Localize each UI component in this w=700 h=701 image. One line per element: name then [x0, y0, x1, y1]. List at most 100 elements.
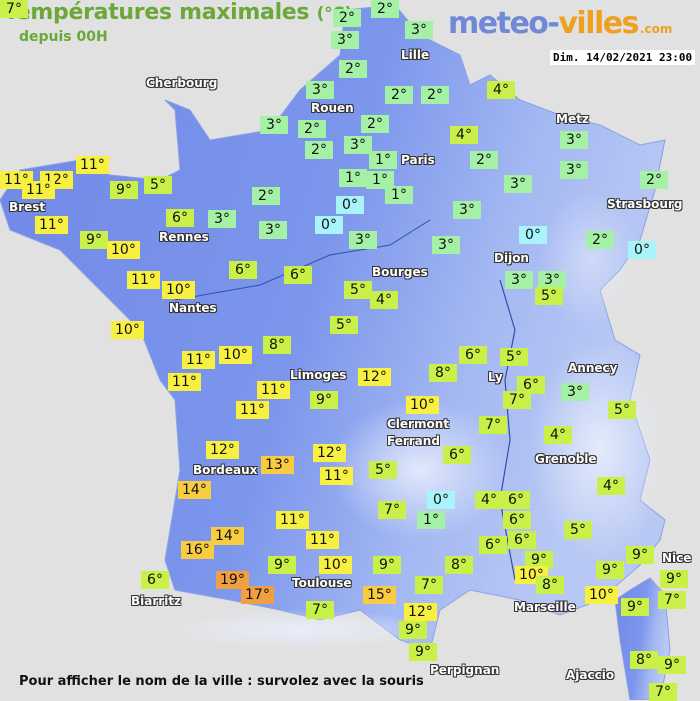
temperature-marker[interactable]: 9° — [596, 561, 624, 579]
temperature-marker[interactable]: 5° — [535, 287, 563, 305]
temperature-marker[interactable]: 2° — [339, 60, 367, 78]
temperature-marker[interactable]: 9° — [268, 556, 296, 574]
temperature-marker[interactable]: 5° — [344, 281, 372, 299]
temperature-marker[interactable]: 9° — [409, 643, 437, 661]
temperature-marker[interactable]: 9° — [80, 231, 108, 249]
temperature-marker[interactable]: 9° — [621, 598, 649, 616]
temperature-marker[interactable]: 12° — [206, 441, 239, 459]
temperature-marker[interactable]: 12° — [404, 603, 437, 621]
temperature-marker[interactable]: 2° — [333, 9, 361, 27]
temperature-marker[interactable]: 11° — [257, 381, 290, 399]
temperature-marker[interactable]: 2° — [361, 115, 389, 133]
temperature-marker[interactable]: 3° — [306, 81, 334, 99]
temperature-marker[interactable]: 2° — [305, 141, 333, 159]
temperature-marker[interactable]: 5° — [330, 316, 358, 334]
temperature-marker[interactable]: 3° — [538, 271, 566, 289]
temperature-marker[interactable]: 6° — [229, 261, 257, 279]
temperature-marker[interactable]: 7° — [649, 683, 677, 701]
temperature-marker[interactable]: 11° — [236, 401, 269, 419]
temperature-marker[interactable]: 10° — [111, 321, 144, 339]
temperature-marker[interactable]: 14° — [211, 527, 244, 545]
temperature-marker[interactable]: 3° — [259, 221, 287, 239]
temperature-marker[interactable]: 5° — [144, 176, 172, 194]
temperature-marker[interactable]: 8° — [445, 556, 473, 574]
temperature-marker[interactable]: 9° — [660, 570, 688, 588]
temperature-marker[interactable]: 2° — [252, 187, 280, 205]
temperature-marker[interactable]: 2° — [640, 171, 668, 189]
temperature-marker[interactable]: 6° — [517, 376, 545, 394]
temperature-marker[interactable]: 0° — [336, 196, 364, 214]
temperature-marker[interactable]: 1° — [369, 151, 397, 169]
temperature-marker[interactable]: 9° — [310, 391, 338, 409]
temperature-marker[interactable]: 7° — [658, 591, 686, 609]
temperature-marker[interactable]: 7° — [306, 601, 334, 619]
temperature-marker[interactable]: 2° — [371, 0, 399, 18]
temperature-marker[interactable]: 17° — [241, 586, 274, 604]
temperature-marker[interactable]: 6° — [141, 571, 169, 589]
temperature-marker[interactable]: 4° — [544, 426, 572, 444]
temperature-marker[interactable]: 3° — [505, 271, 533, 289]
temperature-marker[interactable]: 0° — [427, 491, 455, 509]
temperature-marker[interactable]: 6° — [502, 491, 530, 509]
temperature-marker[interactable]: 9° — [626, 546, 654, 564]
temperature-marker[interactable]: 3° — [405, 21, 433, 39]
temperature-marker[interactable]: 3° — [561, 383, 589, 401]
temperature-marker[interactable]: 11° — [22, 181, 55, 199]
temperature-marker[interactable]: 11° — [276, 511, 309, 529]
temperature-marker[interactable]: 3° — [344, 136, 372, 154]
temperature-marker[interactable]: 7° — [0, 0, 28, 18]
temperature-marker[interactable]: 2° — [298, 120, 326, 138]
temperature-marker[interactable]: 1° — [417, 511, 445, 529]
temperature-marker[interactable]: 10° — [107, 241, 140, 259]
temperature-marker[interactable]: 10° — [406, 396, 439, 414]
temperature-marker[interactable]: 6° — [479, 536, 507, 554]
temperature-marker[interactable]: 12° — [313, 444, 346, 462]
temperature-marker[interactable]: 14° — [178, 481, 211, 499]
temperature-marker[interactable]: 7° — [378, 501, 406, 519]
temperature-marker[interactable]: 19° — [216, 571, 249, 589]
temperature-marker[interactable]: 3° — [504, 175, 532, 193]
temperature-marker[interactable]: 7° — [503, 391, 531, 409]
temperature-marker[interactable]: 5° — [500, 348, 528, 366]
temperature-marker[interactable]: 4° — [487, 81, 515, 99]
temperature-marker[interactable]: 8° — [536, 576, 564, 594]
temperature-marker[interactable]: 11° — [35, 216, 68, 234]
temperature-marker[interactable]: 2° — [470, 151, 498, 169]
temperature-marker[interactable]: 3° — [208, 210, 236, 228]
temperature-marker[interactable]: 3° — [560, 131, 588, 149]
temperature-marker[interactable]: 6° — [443, 446, 471, 464]
temperature-marker[interactable]: 9° — [658, 656, 686, 674]
temperature-marker[interactable]: 2° — [385, 86, 413, 104]
temperature-marker[interactable]: 11° — [182, 351, 215, 369]
temperature-marker[interactable]: 0° — [315, 216, 343, 234]
temperature-marker[interactable]: 3° — [349, 231, 377, 249]
temperature-marker[interactable]: 12° — [358, 368, 391, 386]
temperature-marker[interactable]: 16° — [181, 541, 214, 559]
temperature-marker[interactable]: 10° — [585, 586, 618, 604]
temperature-marker[interactable]: 11° — [168, 373, 201, 391]
temperature-marker[interactable]: 11° — [76, 156, 109, 174]
temperature-marker[interactable]: 9° — [373, 556, 401, 574]
temperature-marker[interactable]: 11° — [306, 531, 339, 549]
temperature-marker[interactable]: 3° — [260, 116, 288, 134]
temperature-marker[interactable]: 7° — [415, 576, 443, 594]
temperature-marker[interactable]: 4° — [597, 477, 625, 495]
temperature-marker[interactable]: 6° — [459, 346, 487, 364]
temperature-marker[interactable]: 6° — [284, 266, 312, 284]
site-logo[interactable]: meteo-villes .com — [448, 6, 672, 41]
temperature-marker[interactable]: 10° — [319, 556, 352, 574]
temperature-marker[interactable]: 3° — [331, 31, 359, 49]
temperature-marker[interactable]: 11° — [127, 271, 160, 289]
temperature-marker[interactable]: 3° — [453, 201, 481, 219]
temperature-marker[interactable]: 1° — [339, 169, 367, 187]
temperature-marker[interactable]: 11° — [320, 467, 353, 485]
temperature-marker[interactable]: 9° — [110, 181, 138, 199]
temperature-marker[interactable]: 5° — [564, 521, 592, 539]
temperature-marker[interactable]: 6° — [508, 531, 536, 549]
temperature-marker[interactable]: 4° — [475, 491, 503, 509]
temperature-marker[interactable]: 2° — [421, 86, 449, 104]
temperature-marker[interactable]: 7° — [479, 416, 507, 434]
temperature-marker[interactable]: 4° — [450, 126, 478, 144]
temperature-marker[interactable]: 0° — [519, 226, 547, 244]
temperature-marker[interactable]: 1° — [385, 186, 413, 204]
